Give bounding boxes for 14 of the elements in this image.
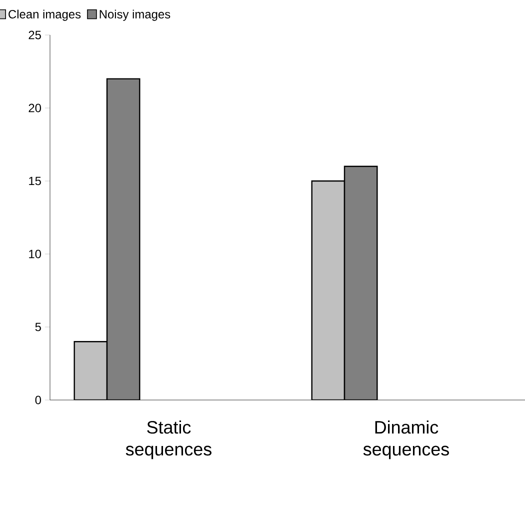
bar xyxy=(311,180,346,400)
y-tick-label: 25 xyxy=(28,30,41,40)
y-tick-label: 0 xyxy=(35,396,42,404)
x-tick-label: Static sequences xyxy=(126,420,212,460)
legend-label: Clean images xyxy=(8,10,81,21)
x-tick-label: Dinamic sequences xyxy=(363,420,449,460)
y-tick-label: 5 xyxy=(35,322,41,332)
legend-label: Noisy images xyxy=(100,10,170,21)
bar xyxy=(106,78,140,400)
y-tick-label: 20 xyxy=(28,104,42,112)
bar xyxy=(344,166,378,400)
y-tick-label: 10 xyxy=(29,250,42,258)
bar xyxy=(74,341,108,400)
y-tick-label: 15 xyxy=(29,176,41,186)
